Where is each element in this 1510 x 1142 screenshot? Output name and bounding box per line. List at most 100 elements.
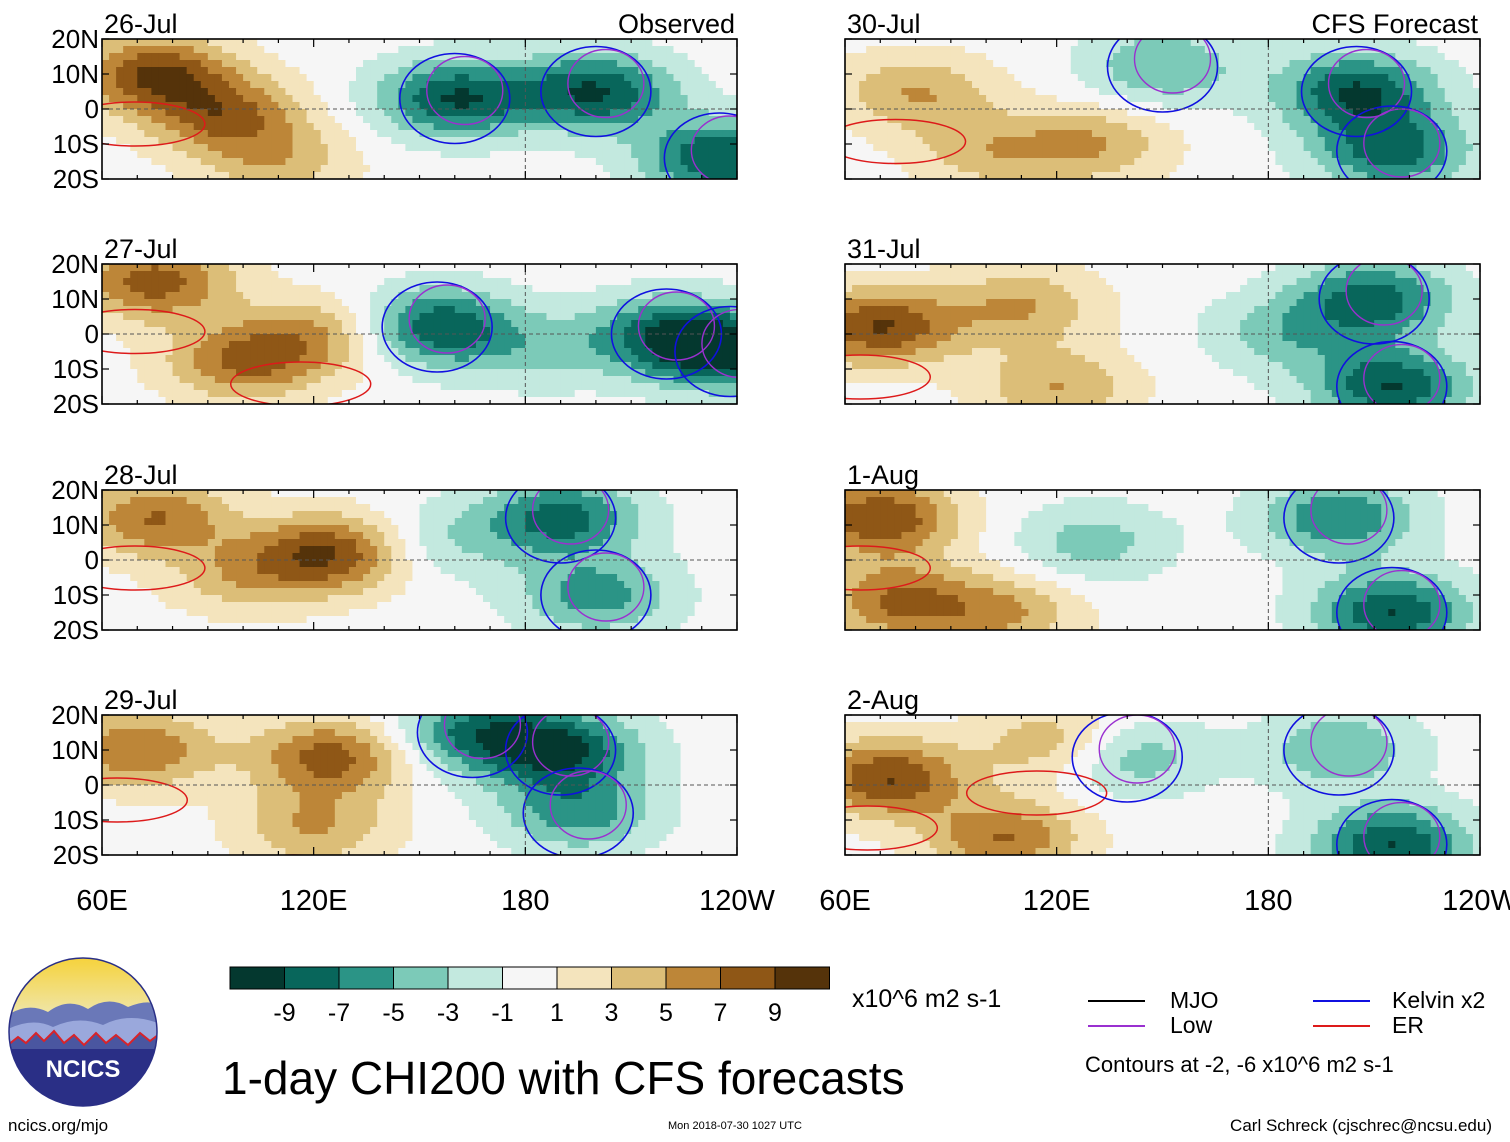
heatmap-cell bbox=[497, 74, 505, 82]
heatmap-cell bbox=[440, 348, 449, 356]
heatmap-cell bbox=[518, 109, 526, 117]
heatmap-cell bbox=[715, 334, 724, 342]
heatmap-cell bbox=[419, 574, 428, 582]
heatmap-cell bbox=[581, 504, 590, 512]
heatmap-cell bbox=[327, 490, 336, 498]
heatmap-cell bbox=[172, 327, 181, 335]
heatmap-cell bbox=[144, 560, 152, 568]
heatmap-cell bbox=[659, 46, 668, 54]
heatmap-cell bbox=[659, 116, 668, 124]
heatmap-cell bbox=[158, 292, 167, 300]
heatmap-cell bbox=[320, 278, 329, 286]
heatmap-cell bbox=[652, 271, 660, 279]
heatmap-cell bbox=[179, 497, 188, 505]
heatmap-cell bbox=[214, 264, 223, 272]
heatmap-cell bbox=[638, 511, 646, 519]
heatmap-cell bbox=[391, 116, 399, 124]
heatmap-cell bbox=[292, 46, 301, 54]
heatmap-cell bbox=[186, 109, 195, 117]
heatmap-cell bbox=[165, 285, 174, 293]
heatmap-cell bbox=[546, 376, 555, 384]
heatmap-cell bbox=[539, 95, 548, 103]
heatmap-cell bbox=[264, 574, 272, 582]
heatmap-cell bbox=[468, 504, 477, 512]
heatmap-cell bbox=[475, 292, 484, 300]
heatmap-cell bbox=[645, 53, 653, 61]
heatmap-cell bbox=[179, 327, 188, 335]
heatmap-cell bbox=[645, 165, 653, 173]
heatmap-cell bbox=[574, 504, 583, 512]
heatmap-cell bbox=[221, 60, 230, 68]
heatmap-cell bbox=[200, 60, 209, 68]
heatmap-cell bbox=[602, 390, 611, 398]
heatmap-cell bbox=[483, 130, 491, 138]
heatmap-cell bbox=[236, 172, 244, 179]
heatmap-cell bbox=[602, 504, 611, 512]
heatmap-cell bbox=[602, 158, 611, 166]
heatmap-cell bbox=[483, 490, 491, 498]
heatmap-cell bbox=[645, 546, 653, 554]
heatmap-cell bbox=[313, 560, 322, 568]
heatmap-cell bbox=[440, 383, 449, 391]
heatmap-cell bbox=[179, 369, 188, 377]
heatmap-cell bbox=[116, 532, 124, 540]
heatmap-cell bbox=[299, 158, 308, 166]
heatmap-cell bbox=[595, 165, 604, 173]
heatmap-cell bbox=[610, 67, 618, 75]
heatmap-cell bbox=[221, 369, 230, 377]
heatmap-cell bbox=[363, 299, 371, 307]
heatmap-cell bbox=[680, 341, 689, 349]
heatmap-cell bbox=[468, 539, 477, 547]
heatmap-cell bbox=[475, 137, 484, 145]
heatmap-cell bbox=[722, 306, 731, 314]
heatmap-cell bbox=[659, 313, 668, 321]
heatmap-cell bbox=[546, 560, 555, 568]
heatmap-cell bbox=[327, 313, 336, 321]
heatmap-cell bbox=[341, 102, 350, 110]
heatmap-cell bbox=[652, 313, 660, 321]
heatmap-cell bbox=[144, 151, 152, 159]
heatmap-cell bbox=[694, 355, 703, 363]
heatmap-cell bbox=[581, 172, 590, 179]
heatmap-cell bbox=[715, 518, 724, 526]
heatmap-cell bbox=[447, 172, 456, 179]
heatmap-cell bbox=[257, 278, 265, 286]
heatmap-cell bbox=[631, 546, 639, 554]
heatmap-cell bbox=[433, 497, 442, 505]
heatmap-cell bbox=[144, 292, 152, 300]
heatmap-cell bbox=[186, 390, 195, 398]
heatmap-cell bbox=[320, 525, 329, 533]
heatmap-cell bbox=[525, 81, 533, 89]
heatmap-cell bbox=[447, 46, 456, 54]
heatmap-cell bbox=[574, 144, 583, 152]
heatmap-cell bbox=[123, 130, 131, 138]
heatmap-cell bbox=[356, 81, 364, 89]
heatmap-cell bbox=[398, 306, 406, 314]
heatmap-cell bbox=[334, 532, 343, 540]
heatmap-cell bbox=[610, 588, 618, 596]
heatmap-cell bbox=[560, 497, 569, 505]
heatmap-cell bbox=[461, 313, 470, 321]
heatmap-cell bbox=[426, 292, 435, 300]
heatmap-cell bbox=[687, 285, 696, 293]
heatmap-cell bbox=[236, 292, 244, 300]
heatmap-cell bbox=[186, 306, 195, 314]
heatmap-cell bbox=[172, 285, 181, 293]
heatmap-cell bbox=[306, 165, 315, 173]
heatmap-cell bbox=[426, 341, 435, 349]
heatmap-cell bbox=[271, 123, 279, 131]
heatmap-cell bbox=[285, 546, 294, 554]
heatmap-cell bbox=[468, 525, 477, 533]
heatmap-cell bbox=[546, 553, 555, 561]
heatmap-cell bbox=[680, 362, 689, 370]
heatmap-cell bbox=[299, 525, 308, 533]
heatmap-cell bbox=[694, 341, 703, 349]
heatmap-cell bbox=[172, 320, 181, 328]
heatmap-cell bbox=[729, 271, 737, 279]
heatmap-cell bbox=[370, 81, 378, 89]
heatmap-cell bbox=[461, 130, 470, 138]
heatmap-cell bbox=[186, 518, 195, 526]
heatmap-cell bbox=[518, 60, 526, 68]
heatmap-cell bbox=[454, 497, 463, 505]
heatmap-cell bbox=[356, 137, 364, 145]
